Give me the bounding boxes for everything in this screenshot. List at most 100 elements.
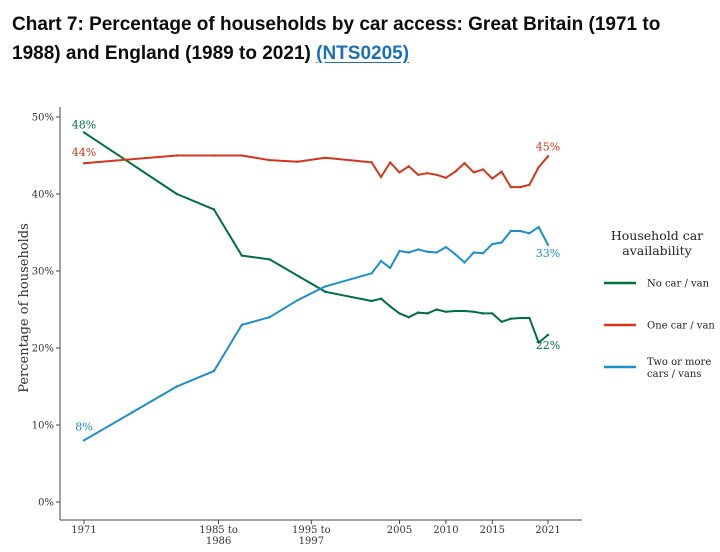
series-two-or-more-cars-vans: 8% 33% [75, 225, 560, 442]
data-point [416, 311, 420, 314]
data-point [379, 259, 383, 263]
data-point [389, 305, 392, 308]
data-point [296, 160, 299, 163]
data-point [426, 172, 429, 175]
data-point [491, 242, 494, 246]
data-point [407, 316, 410, 319]
data-point [324, 285, 327, 288]
chart-title: Chart 7: Percentage of households by car… [12, 10, 712, 68]
start-label-two-or-more-cars-vans: 8% [75, 420, 92, 433]
data-point [435, 308, 438, 311]
y-tick-label: 30% [32, 267, 54, 278]
series-one-car-van: 44% 45% [72, 140, 560, 189]
x-tick-label: 2021 [535, 525, 560, 536]
nts0205-link[interactable]: (NTS0205) [316, 43, 410, 64]
data-point [416, 248, 420, 251]
data-point [500, 170, 503, 173]
data-point [370, 299, 373, 303]
end-label-one-car-van: 45% [536, 140, 560, 153]
data-point [212, 369, 216, 373]
data-point [444, 310, 448, 313]
data-point [268, 316, 271, 319]
y-tick-label: 40% [32, 190, 54, 201]
data-point [444, 176, 448, 179]
data-point [240, 323, 243, 327]
data-point [509, 229, 513, 233]
data-point [519, 229, 522, 233]
y-axis-label: Percentage of households [17, 223, 32, 393]
x-tick-label: 1985 to [199, 525, 238, 536]
legend-label-one-car-van: One car / van [647, 321, 715, 332]
y-tick-label: 50% [32, 113, 54, 124]
x-tick-label-line2: 1997 [299, 536, 324, 547]
series-line-two-or-more-cars-vans [83, 226, 549, 442]
data-point [509, 185, 513, 189]
data-point [398, 249, 401, 253]
data-point [175, 154, 178, 157]
data-point [481, 312, 485, 315]
start-label-no-car-van: 48% [72, 118, 96, 131]
data-point [491, 312, 494, 315]
data-point [444, 245, 448, 249]
data-point [500, 320, 503, 323]
data-point [175, 192, 178, 196]
data-point [240, 254, 243, 257]
data-point [472, 310, 475, 313]
data-point [454, 252, 457, 256]
chart-title-text: Chart 7: Percentage of households by car… [12, 14, 661, 64]
x-tick-label: 2015 [480, 525, 505, 536]
data-point [407, 165, 410, 168]
data-point [528, 232, 531, 235]
data-point [379, 297, 383, 300]
data-point [175, 385, 178, 388]
series-line-no-car-van [83, 131, 549, 344]
data-point [82, 162, 86, 165]
series-line-one-car-van [83, 154, 549, 189]
x-tick-label: 2010 [433, 525, 458, 536]
data-point [82, 439, 86, 442]
data-point [546, 155, 550, 158]
x-tick-label: 1971 [71, 525, 96, 536]
data-point [481, 252, 485, 255]
data-point [389, 161, 392, 164]
end-label-two-or-more-cars-vans: 33% [536, 247, 560, 260]
data-point [491, 177, 494, 180]
data-point [454, 309, 457, 313]
data-point [426, 250, 429, 253]
data-point [324, 156, 327, 159]
data-point [537, 225, 540, 229]
legend-title-line1: Household car [611, 228, 703, 243]
legend-title-line2: availability [622, 243, 692, 258]
data-point [481, 168, 485, 171]
data-point [509, 317, 513, 320]
data-point [537, 341, 540, 344]
data-point [240, 154, 243, 157]
data-point [519, 316, 522, 320]
data-point [324, 290, 327, 293]
data-point [546, 243, 550, 246]
data-point [435, 251, 438, 254]
y-axis: 0% 10% 20% 30% 40% 50% [32, 113, 60, 509]
data-point [426, 312, 429, 315]
series-group: 48% 22% 44% 45% 8% 33% [72, 118, 560, 442]
data-point [398, 312, 401, 315]
data-point [212, 154, 216, 157]
end-label-no-car-van: 22% [536, 339, 560, 352]
x-tick-label-line2: 1986 [206, 536, 231, 547]
data-point [537, 165, 540, 169]
legend: Household car availability No car / van O… [604, 228, 715, 380]
data-point [472, 171, 475, 174]
legend-label-two-or-more-cars-vans: Two or more [647, 357, 711, 368]
data-point [407, 251, 410, 254]
data-point [519, 185, 522, 189]
data-point [82, 131, 86, 134]
data-point [398, 171, 401, 174]
data-point [500, 241, 503, 244]
legend-label-no-car-van: No car / van [647, 279, 710, 290]
data-point [212, 208, 216, 211]
data-point [463, 309, 466, 313]
data-point [379, 175, 383, 179]
series-no-car-van: 48% 22% [72, 118, 560, 352]
